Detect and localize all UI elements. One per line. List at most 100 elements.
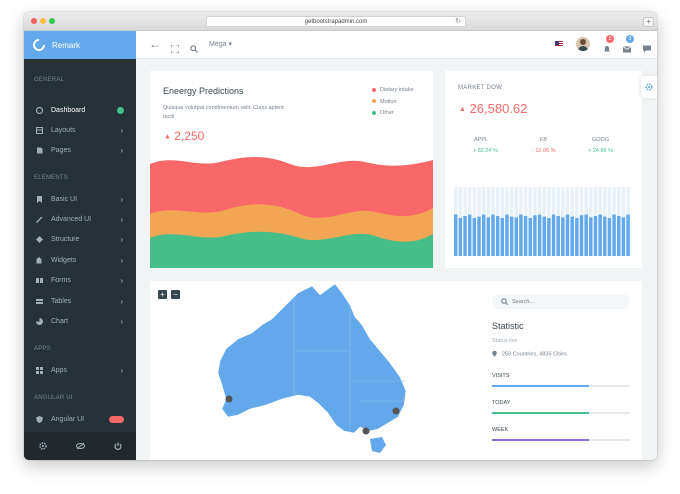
area-other bbox=[150, 231, 433, 268]
search-icon[interactable] bbox=[190, 40, 198, 58]
energy-area-chart bbox=[150, 157, 433, 268]
logo-icon bbox=[33, 39, 45, 51]
envelope-icon[interactable] bbox=[622, 40, 632, 58]
browser-window: getbootstrapadmin.com ↻ + Remark GENERAL… bbox=[24, 12, 657, 460]
market-bar bbox=[491, 214, 495, 256]
sidebar-item-chart[interactable]: Chart › bbox=[24, 312, 136, 330]
market-bar bbox=[454, 214, 458, 256]
legend-item-motion[interactable]: Motion bbox=[372, 97, 414, 109]
marker-sydney[interactable] bbox=[392, 407, 400, 415]
brand-bar[interactable]: Remark bbox=[24, 31, 136, 59]
section-general: GENERAL bbox=[34, 77, 65, 83]
sidebar-item-dashboard[interactable]: Dashboard bbox=[24, 101, 136, 119]
chevron-right-icon: › bbox=[120, 214, 123, 224]
notification-badge: 5 bbox=[606, 35, 614, 43]
layouts-icon bbox=[36, 126, 43, 134]
visits-progress-fill bbox=[492, 385, 589, 387]
state-borders bbox=[293, 297, 406, 431]
ticker-appl-change: + 82.24 % bbox=[473, 148, 498, 154]
close-dot-icon[interactable] bbox=[31, 18, 37, 24]
us-flag-icon[interactable] bbox=[555, 41, 563, 47]
chevron-right-icon: › bbox=[120, 255, 123, 265]
sidebar-item-label: Apps bbox=[51, 366, 67, 374]
market-bar bbox=[598, 214, 602, 256]
market-bar bbox=[542, 216, 546, 256]
map-pin-icon bbox=[492, 350, 497, 357]
sidebar-item-pages[interactable]: Pages › bbox=[24, 141, 136, 159]
tables-icon bbox=[36, 298, 43, 305]
back-arrow-icon[interactable]: ← bbox=[149, 37, 161, 51]
sidebar-item-widgets[interactable]: Widgets › bbox=[24, 251, 136, 269]
market-bar bbox=[617, 215, 621, 256]
pages-icon bbox=[36, 147, 43, 154]
market-bar bbox=[505, 214, 509, 256]
eye-slash-icon[interactable] bbox=[75, 437, 85, 455]
zoom-in-button[interactable]: + bbox=[158, 290, 167, 299]
sidebar-item-apps[interactable]: Apps › bbox=[24, 361, 136, 379]
sidebar-item-advanced-ui[interactable]: Advanced UI › bbox=[24, 210, 136, 228]
fullscreen-icon[interactable] bbox=[170, 40, 180, 58]
market-bar bbox=[472, 218, 477, 256]
bell-icon[interactable] bbox=[603, 40, 611, 58]
legend-item-other[interactable]: Other bbox=[372, 108, 414, 120]
marker-melbourne[interactable] bbox=[362, 427, 370, 435]
top-navbar: ← Mega ▾ 5 3 bbox=[136, 31, 657, 59]
card-desc-line1: Quisque volutpat condimentum velit. Clas… bbox=[163, 105, 284, 111]
maximize-dot-icon[interactable] bbox=[49, 18, 55, 24]
zoom-out-button[interactable]: − bbox=[171, 290, 180, 299]
statistic-subtitle: Status live bbox=[492, 338, 518, 344]
chevron-right-icon: › bbox=[120, 275, 123, 285]
puzzle-icon bbox=[36, 256, 43, 264]
market-bar bbox=[593, 215, 598, 256]
avatar[interactable] bbox=[576, 37, 590, 51]
mega-menu[interactable]: Mega ▾ bbox=[209, 40, 232, 48]
marker-perth[interactable] bbox=[225, 395, 233, 403]
market-bar bbox=[486, 217, 491, 256]
chevron-right-icon: › bbox=[120, 194, 123, 204]
search-box[interactable] bbox=[492, 294, 630, 309]
legend-label: Other bbox=[380, 110, 394, 116]
reload-icon[interactable]: ↻ bbox=[455, 18, 461, 25]
visits-label: VISITS bbox=[492, 373, 510, 379]
map-card: + − Statistic Status live 258 Countries,… bbox=[150, 281, 642, 460]
browser-toolbar: getbootstrapadmin.com ↻ + bbox=[24, 12, 657, 31]
market-bar bbox=[523, 215, 528, 256]
sidebar-item-label: Layouts bbox=[51, 126, 76, 134]
market-bar bbox=[509, 216, 514, 256]
search-icon bbox=[501, 298, 508, 305]
sidebar-item-tables[interactable]: Tables › bbox=[24, 292, 136, 310]
new-tab-button[interactable]: + bbox=[643, 17, 654, 27]
address-bar[interactable]: getbootstrapadmin.com ↻ bbox=[206, 16, 466, 27]
minimize-dot-icon[interactable] bbox=[40, 18, 46, 24]
settings-gear-icon[interactable] bbox=[38, 437, 47, 455]
sidebar-item-structure[interactable]: Structure › bbox=[24, 230, 136, 248]
ticker-fb-change: - 12.06 % bbox=[532, 148, 556, 154]
ticker-fb-name: FB bbox=[540, 137, 548, 143]
url-text: getbootstrapadmin.com bbox=[304, 19, 368, 25]
search-input[interactable] bbox=[512, 296, 622, 307]
sidebar-footer bbox=[24, 432, 136, 460]
market-bar bbox=[570, 216, 574, 256]
chat-icon[interactable] bbox=[643, 40, 651, 58]
market-bar bbox=[467, 214, 472, 256]
settings-tab[interactable] bbox=[641, 76, 657, 98]
australia-mainland bbox=[217, 283, 407, 434]
market-bar bbox=[458, 218, 463, 256]
sidebar-item-basic-ui[interactable]: Basic UI › bbox=[24, 190, 136, 208]
market-bar bbox=[612, 214, 616, 256]
sidebar-item-layouts[interactable]: Layouts › bbox=[24, 121, 136, 139]
sidebar-item-label: Widgets bbox=[51, 256, 77, 264]
chart-legend: Dietary intake Motion Other bbox=[372, 85, 414, 120]
chart-icon bbox=[36, 317, 43, 325]
legend-label: Dietary intake bbox=[380, 87, 414, 93]
sidebar-item-angular-ui[interactable]: Angular UI bbox=[24, 410, 136, 428]
power-icon[interactable] bbox=[113, 437, 122, 455]
sidebar-item-label: Angular UI bbox=[51, 415, 85, 423]
sidebar-item-forms[interactable]: Forms › bbox=[24, 271, 136, 289]
legend-label: Motion bbox=[380, 98, 397, 105]
legend-item-dietary[interactable]: Dietary intake bbox=[372, 85, 414, 97]
market-bar-chart bbox=[454, 187, 630, 256]
market-value-text: 26,580.62 bbox=[469, 101, 528, 116]
market-bar bbox=[500, 218, 505, 256]
market-bar bbox=[584, 214, 588, 256]
